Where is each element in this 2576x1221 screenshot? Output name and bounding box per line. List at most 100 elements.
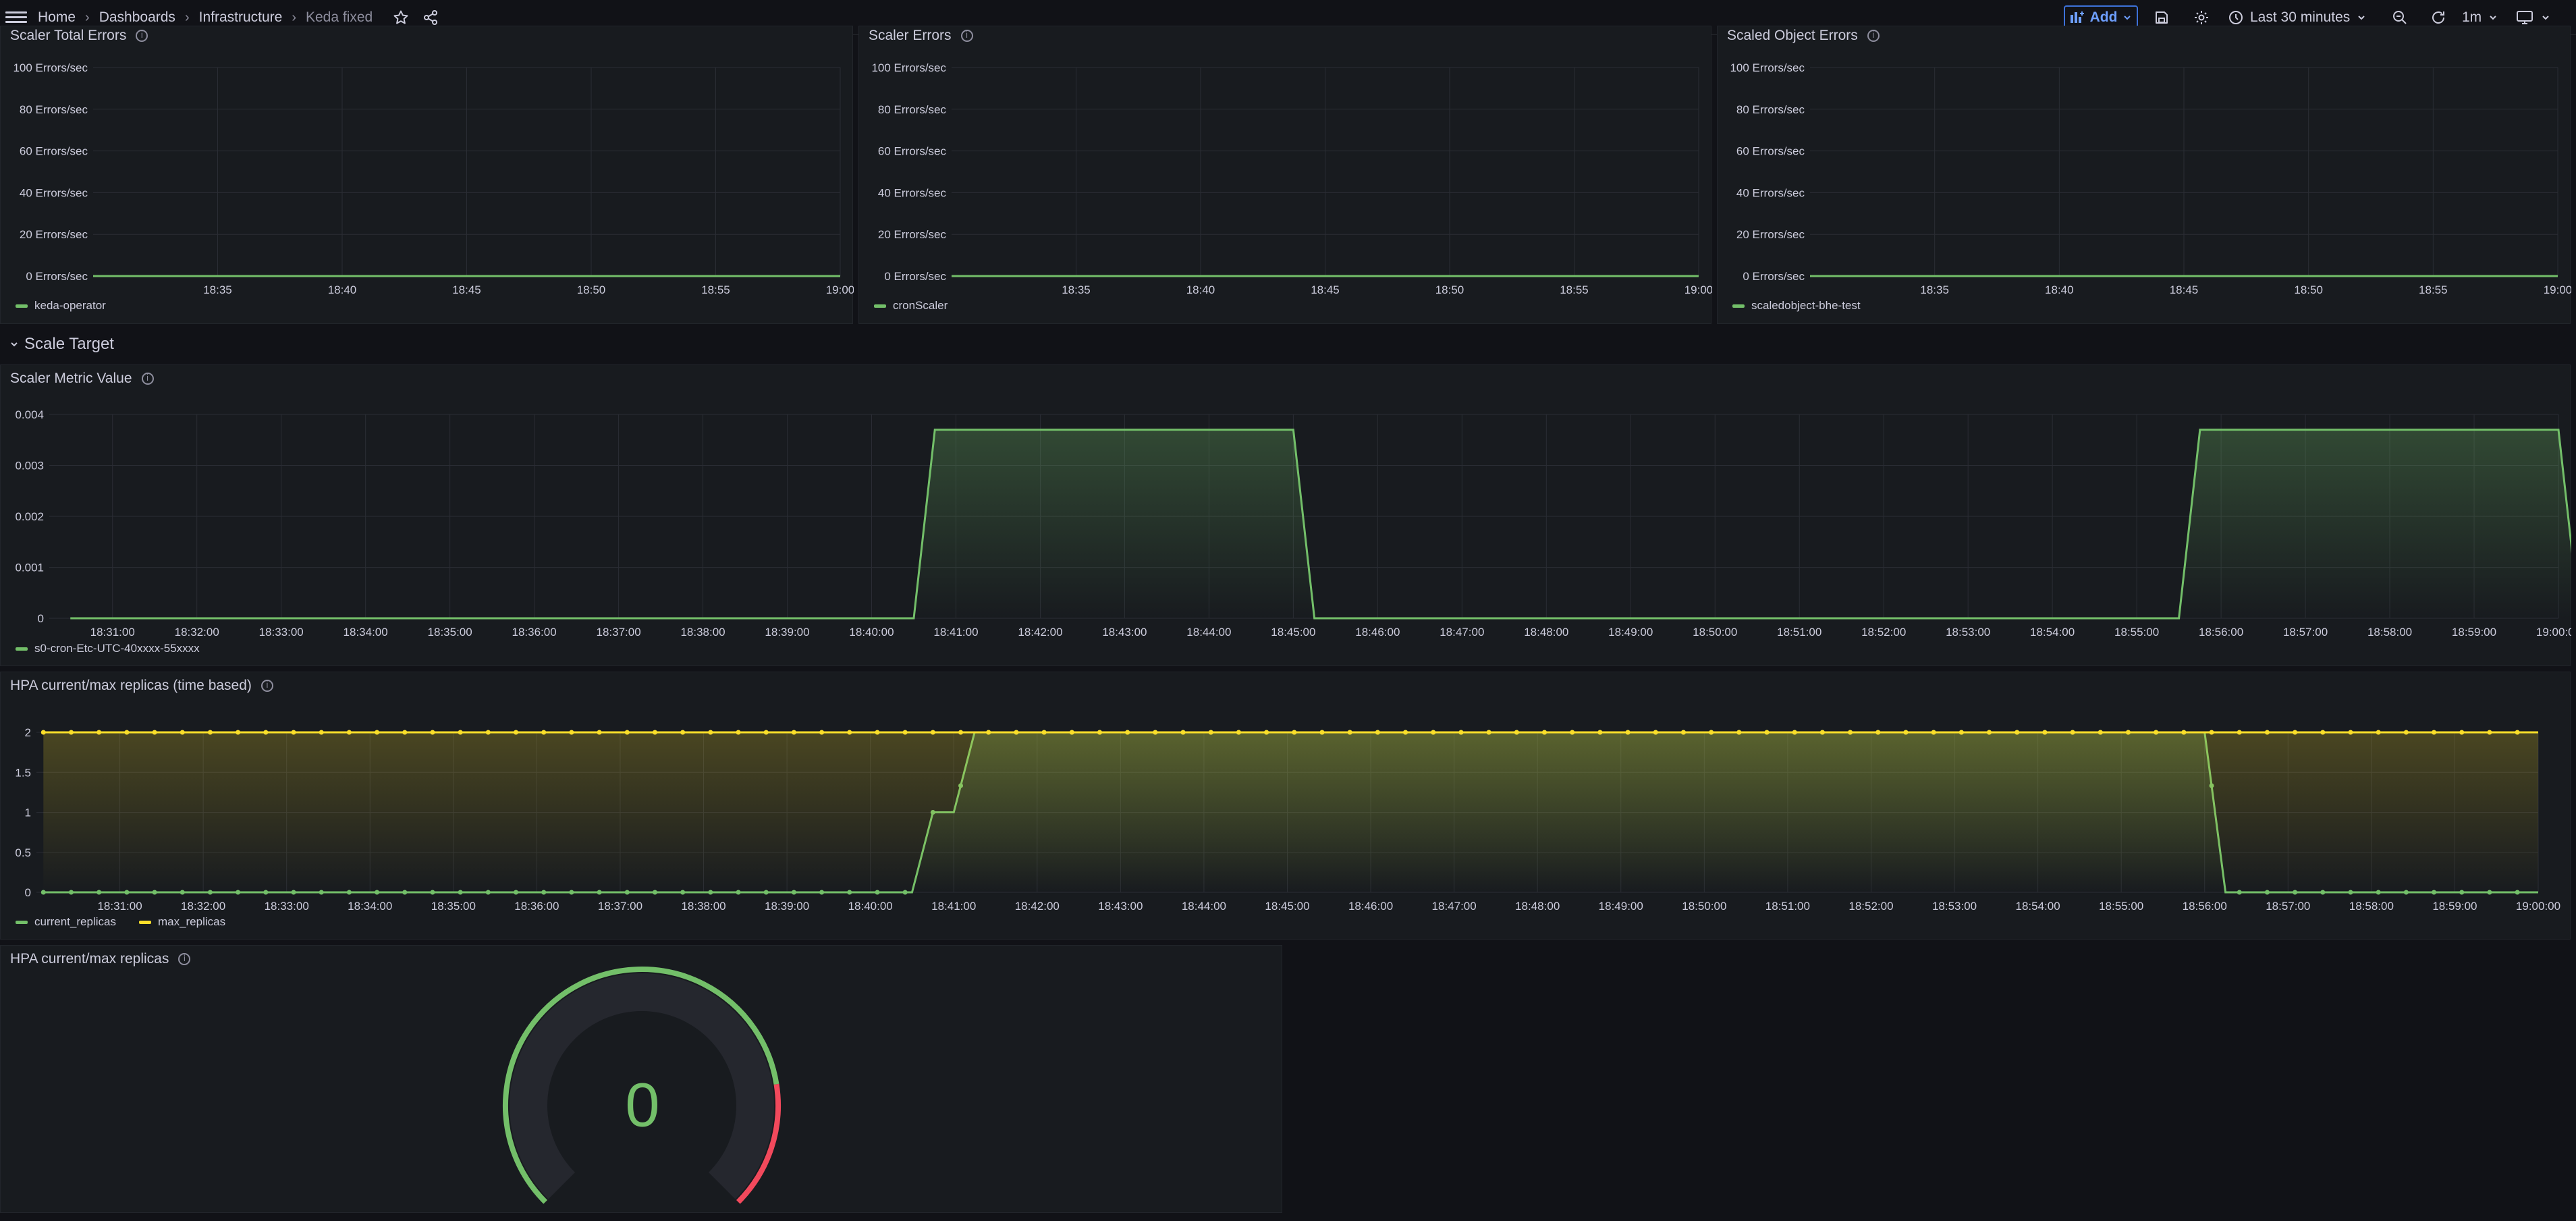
breadcrumb-dashboards[interactable]: Dashboards	[99, 9, 175, 25]
data-point	[319, 730, 324, 735]
x-tick-label: 18:57:00	[2266, 900, 2310, 913]
x-tick-label: 18:55:00	[2114, 626, 2159, 639]
x-tick-label: 18:40:00	[848, 900, 893, 913]
x-tick-label: 18:58:00	[2367, 626, 2412, 639]
panel-title[interactable]: Scaler Errors	[869, 26, 973, 46]
data-point	[1041, 730, 1047, 735]
x-tick-label: 18:53:00	[1932, 900, 1977, 913]
info-icon[interactable]	[141, 373, 154, 385]
info-icon[interactable]	[136, 30, 148, 42]
y-tick-label: 2	[25, 726, 31, 739]
time-range-picker[interactable]: Last 30 minutes	[2228, 0, 2366, 35]
x-tick-label: 18:31:00	[90, 626, 135, 639]
data-point	[1903, 730, 1909, 735]
x-tick-label: 18:46:00	[1355, 626, 1400, 639]
data-point	[1514, 730, 1519, 735]
legend-item[interactable]: keda-operator	[16, 299, 106, 313]
menu-icon[interactable]	[5, 9, 27, 26]
data-point	[1264, 730, 1269, 735]
info-icon[interactable]	[1867, 30, 1880, 42]
x-tick-label: 18:58:00	[2349, 900, 2394, 913]
time-series-chart[interactable]: 0 0.001 0.002 0.003 0.004 18:31:00 18:32:00 18:…	[1, 365, 2571, 667]
legend-item[interactable]: max_replicas	[138, 915, 225, 929]
time-series-chart[interactable]: 0 Errors/sec 20 Errors/sec 40 Errors/sec 60…	[1718, 26, 2571, 325]
time-series-chart[interactable]: 0 Errors/sec 20 Errors/sec 40 Errors/sec 60…	[1, 26, 854, 325]
x-tick-label: 18:45:00	[1271, 626, 1315, 639]
chevron-down-icon[interactable]	[2538, 7, 2554, 28]
x-tick-label: 18:55	[701, 283, 730, 296]
data-point	[2376, 730, 2381, 735]
x-tick-label: 18:50:00	[1693, 626, 1737, 639]
panel-title-text: Scaled Object Errors	[1727, 28, 1858, 43]
x-tick-label: 18:39:00	[765, 626, 809, 639]
data-point	[1208, 730, 1213, 735]
data-point	[930, 730, 935, 735]
zoom-out-icon[interactable]	[2389, 7, 2411, 28]
x-tick-label: 18:48:00	[1515, 900, 1560, 913]
panel-scaler-total-errors: Scaler Total Errors 0 Errors/sec 20 Error…	[0, 26, 854, 325]
x-tick-label: 18:35	[1920, 283, 1949, 296]
refresh-icon[interactable]	[2428, 7, 2449, 28]
y-tick-label: 100 Errors/sec	[13, 61, 88, 74]
x-tick-label: 18:54:00	[2016, 900, 2060, 913]
time-range-label: Last 30 minutes	[2250, 9, 2351, 25]
gear-icon[interactable]	[2191, 7, 2212, 28]
legend-item[interactable]: current_replicas	[16, 915, 116, 929]
info-icon[interactable]	[960, 30, 973, 42]
tv-icon[interactable]	[2514, 7, 2536, 28]
row-header-scale-target[interactable]: Scale Target	[9, 332, 114, 356]
data-point	[791, 730, 796, 735]
legend: cronScaler	[874, 299, 948, 313]
star-icon[interactable]	[393, 9, 409, 26]
info-icon[interactable]	[178, 953, 191, 965]
info-icon[interactable]	[261, 680, 273, 692]
legend-item[interactable]: cronScaler	[874, 299, 948, 313]
data-point	[902, 730, 908, 735]
add-button-label: Add	[2089, 9, 2118, 25]
data-point	[375, 730, 380, 735]
panel-title[interactable]: Scaler Metric Value	[10, 365, 154, 392]
x-tick-label: 18:42:00	[1018, 626, 1062, 639]
time-series-chart[interactable]: 0 Errors/sec 20 Errors/sec 40 Errors/sec 60…	[859, 26, 1712, 325]
x-tick-label: 18:40:00	[849, 626, 894, 639]
x-tick-label: 18:50	[2294, 283, 2323, 296]
legend-label: scaledobject-bhe-test	[1751, 299, 1861, 312]
x-tick-label: 18:46:00	[1348, 900, 1393, 913]
x-tick-label: 18:34:00	[344, 626, 388, 639]
data-point	[2042, 730, 2048, 735]
x-tick-label: 18:49:00	[1599, 900, 1643, 913]
add-panel-icon	[2070, 11, 2084, 23]
chevron-down-icon	[11, 342, 18, 347]
x-tick-label: 19:00	[1684, 283, 1712, 296]
data-point	[708, 730, 713, 735]
breadcrumb-infrastructure[interactable]: Infrastructure	[198, 9, 283, 25]
data-point	[291, 730, 296, 735]
breadcrumb-home[interactable]: Home	[38, 9, 76, 25]
data-point	[68, 730, 74, 735]
save-icon[interactable]	[2151, 7, 2172, 28]
x-tick-label: 18:45	[452, 283, 481, 296]
data-point	[2015, 730, 2020, 735]
legend-label: keda-operator	[34, 299, 106, 312]
panel-title[interactable]: Scaled Object Errors	[1727, 26, 1880, 46]
x-tick-label: 18:39:00	[765, 900, 809, 913]
x-tick-label: 18:43:00	[1102, 626, 1147, 639]
x-tick-label: 19:00:00	[2536, 626, 2571, 639]
legend-item[interactable]: scaledobject-bhe-test	[1732, 299, 1861, 313]
data-point	[2293, 730, 2298, 735]
panel-title[interactable]: HPA current/max replicas	[10, 946, 191, 973]
panel-title[interactable]: Scaler Total Errors	[10, 26, 148, 46]
x-tick-label: 18:44:00	[1186, 626, 1231, 639]
legend: keda-operator	[16, 299, 106, 313]
time-series-chart[interactable]: 0 0.5 1 1.5 2 18:31:00 18:32:00 18:33:00 18:34:0…	[1, 672, 2571, 940]
legend-item[interactable]: s0-cron-Etc-UTC-40xxxx-55xxxx	[16, 642, 200, 655]
share-icon[interactable]	[422, 9, 439, 26]
refresh-interval-picker[interactable]: 1m	[2462, 0, 2498, 35]
data-point	[847, 730, 852, 735]
x-tick-label: 18:44:00	[1182, 900, 1226, 913]
panel-title[interactable]: HPA current/max replicas (time based)	[10, 672, 273, 699]
data-point	[2070, 730, 2075, 735]
x-tick-label: 18:42:00	[1015, 900, 1060, 913]
data-point	[458, 730, 463, 735]
x-tick-label: 18:31:00	[97, 900, 142, 913]
